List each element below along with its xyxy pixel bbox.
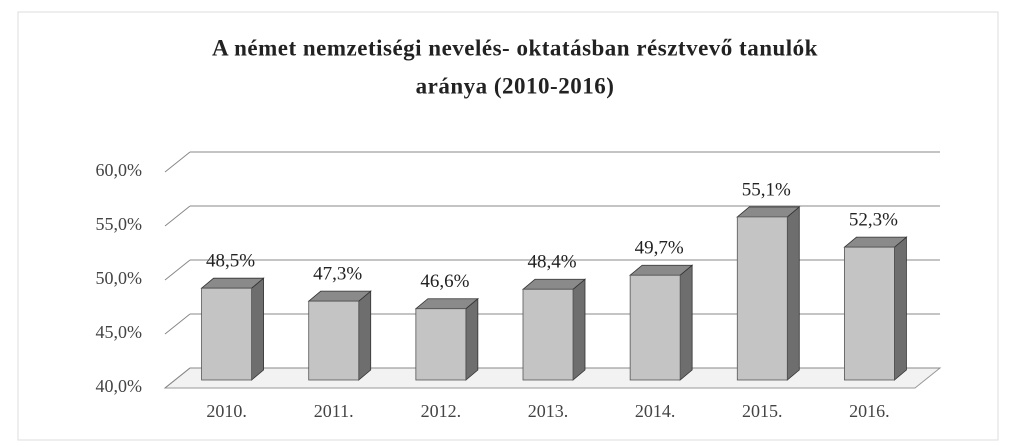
bar-side — [894, 236, 907, 381]
grid-line — [164, 151, 191, 173]
bar-front — [415, 308, 467, 381]
chart-subtitle: aránya (2010-2016) — [416, 73, 615, 98]
bar-front — [736, 216, 788, 381]
y-tick-label: 50,0% — [96, 268, 143, 288]
x-tick-label: 2012. — [421, 401, 462, 421]
x-tick-label: 2016. — [849, 401, 890, 421]
bar — [307, 290, 372, 381]
x-tick-label: 2013. — [528, 401, 569, 421]
bar-side — [358, 290, 372, 381]
bar-side — [572, 278, 586, 381]
bar-front — [629, 274, 681, 381]
x-tick-label: 2014. — [635, 401, 676, 421]
bar-front — [201, 287, 252, 381]
bar — [200, 277, 265, 381]
bar — [521, 278, 587, 381]
value-label: 49,7% — [635, 238, 684, 259]
chart-frame — [17, 11, 999, 441]
bar-front — [308, 300, 360, 381]
bar-side — [251, 277, 264, 381]
chart-title: A német nemzetiségi nevelés- oktatásban … — [212, 35, 818, 60]
value-label: 47,3% — [313, 264, 362, 285]
x-tick-label: 2011. — [314, 401, 354, 421]
y-tick-label: 40,0% — [96, 376, 143, 396]
bar — [629, 264, 694, 381]
grid-line — [164, 205, 191, 227]
grid-line — [164, 367, 191, 389]
x-tick-label: 2010. — [206, 401, 247, 421]
bar-front — [522, 288, 574, 381]
bar — [414, 297, 479, 381]
value-label: 48,4% — [527, 252, 576, 273]
value-label: 55,1% — [742, 179, 791, 200]
bar — [736, 206, 801, 381]
grid-line — [164, 259, 191, 281]
y-tick-label: 60,0% — [96, 160, 143, 180]
value-label: 52,3% — [849, 210, 898, 231]
bar-side — [679, 264, 693, 381]
value-label: 48,5% — [206, 251, 255, 272]
bar-side — [786, 206, 800, 381]
grid-line — [164, 313, 191, 335]
x-tick-label: 2015. — [742, 401, 783, 421]
y-tick-label: 55,0% — [96, 214, 143, 234]
bar-front — [844, 246, 895, 381]
bar-side — [465, 297, 479, 381]
y-tick-label: 45,0% — [96, 322, 143, 342]
bar — [843, 236, 908, 381]
value-label: 46,6% — [420, 271, 469, 292]
